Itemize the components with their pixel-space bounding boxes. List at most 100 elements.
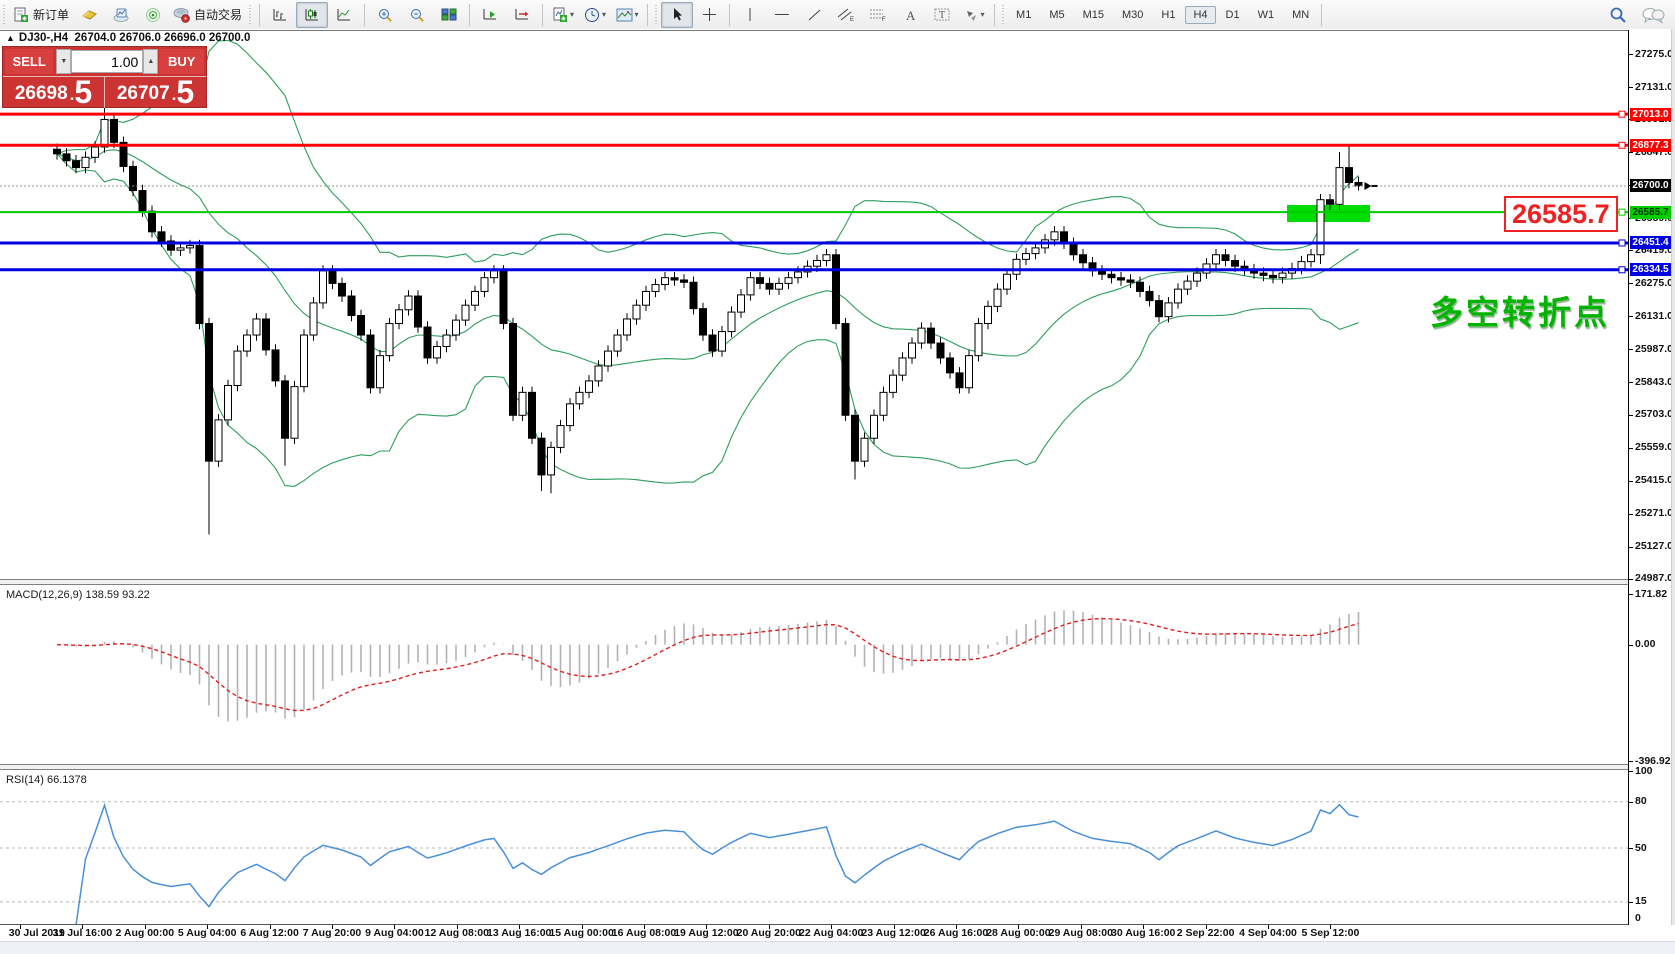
price-axis[interactable]: 27275.027131.026991.026847.026703.026559…: [1628, 30, 1673, 926]
zoom-out-icon: [411, 8, 424, 22]
time-tick-mark: [1268, 925, 1269, 929]
macd-tick-mark: [1629, 594, 1633, 596]
toolbar: 新订单 自动交易 ▾ ▾: [0, 0, 1675, 30]
time-tick-mark: [456, 925, 458, 929]
price-tick-label: 26131.0: [1635, 309, 1673, 322]
tile-windows-icon: [441, 8, 457, 21]
candlestick-chart-button[interactable]: [296, 1, 329, 28]
main-chart-canvas[interactable]: [0, 30, 1628, 585]
chat-icon[interactable]: [1641, 6, 1665, 24]
equidistant-channel-button[interactable]: E: [830, 2, 862, 28]
rsi-indicator-label: RSI(14) 66.1378: [6, 774, 87, 786]
macd-tick-mark: [1629, 761, 1633, 763]
auto-scroll-button[interactable]: [474, 2, 506, 28]
rsi-scale-label: 50: [1635, 841, 1647, 854]
price-tick-mark: [1629, 349, 1633, 351]
timeframe-button-w1[interactable]: W1: [1257, 8, 1275, 21]
zoom-in-icon: [379, 8, 392, 22]
timeframe-button-m5[interactable]: M5: [1049, 8, 1065, 21]
time-tick-label: 13 Aug 16:00: [486, 927, 552, 939]
time-tick-label: 15 Aug 00:00: [549, 927, 614, 939]
horizontal-line-icon: [775, 14, 790, 15]
price-tick-mark: [1629, 218, 1633, 220]
chart-title: ▲ DJ30-,H4 26704.0 26706.0 26696.0 26700.…: [6, 32, 250, 44]
toolbar-grip: [1001, 4, 1007, 25]
new-chart-button[interactable]: [73, 2, 105, 28]
panel-divider[interactable]: [0, 764, 1675, 770]
buy-button[interactable]: BUY: [159, 49, 204, 74]
tile-windows-button[interactable]: [433, 2, 465, 28]
crosshair-button[interactable]: [693, 2, 725, 28]
horizontal-line-button[interactable]: [766, 2, 798, 28]
time-tick-label: 2 Aug 00:00: [115, 927, 175, 939]
price-tick-label: 25559.0: [1635, 441, 1673, 454]
panel-divider[interactable]: [0, 579, 1675, 585]
sell-price[interactable]: 26698. 5: [3, 74, 105, 110]
toolbar-grip: [2, 4, 7, 25]
indicators-button[interactable]: ▾: [547, 2, 579, 28]
buy-price[interactable]: 26707. 5: [105, 76, 206, 108]
macd-tick-mark: [1629, 644, 1633, 646]
search-icon[interactable]: [1609, 6, 1627, 24]
volume-input[interactable]: [71, 50, 144, 73]
templates-button[interactable]: ▾: [611, 2, 643, 28]
text-button[interactable]: A: [894, 2, 926, 28]
volume-increase-button[interactable]: ▲: [143, 49, 159, 74]
macd-scale-label: 0.00: [1635, 638, 1656, 651]
price-level-tag: 26334.5: [1630, 263, 1671, 277]
timeframe-button-m30[interactable]: M30: [1122, 8, 1144, 21]
chart-annotation-text[interactable]: 多空转折点: [1430, 294, 1610, 331]
trendline-button[interactable]: [798, 2, 830, 28]
arrows-icon: [966, 10, 976, 21]
periods-button[interactable]: ▾: [579, 2, 611, 28]
rsi-panel-canvas[interactable]: [0, 771, 1628, 925]
volume-decrease-button[interactable]: ▼: [56, 49, 72, 74]
svg-text:F: F: [882, 17, 886, 22]
timeframe-button-mn[interactable]: MN: [1292, 8, 1310, 21]
zoom-in-button[interactable]: [369, 2, 401, 28]
sell-price-frac: 5: [74, 74, 93, 110]
chart-shift-button[interactable]: [506, 2, 538, 28]
time-tick-label: 22 Aug 04:00: [798, 927, 864, 939]
time-tick-mark: [144, 925, 146, 929]
crosshair-icon: [702, 8, 716, 21]
time-tick-label: 31 Jul 16:00: [52, 927, 113, 939]
fibonacci-button[interactable]: F: [862, 2, 894, 28]
toolbar-separator: [542, 3, 544, 26]
autotrading-label: 自动交易: [194, 8, 243, 22]
time-axis[interactable]: 30 Jul 2019 31 Jul 16:00 2 Aug 00:00 5 Aug …: [0, 925, 1675, 941]
rsi-tick-mark: [1629, 901, 1633, 903]
time-tick-mark: [706, 925, 708, 929]
autotrading-button[interactable]: 自动交易: [169, 2, 246, 28]
timeframe-button-h1[interactable]: H1: [1161, 8, 1176, 21]
timeframe-button-m15[interactable]: M15: [1082, 8, 1104, 21]
auto-scroll-icon: [483, 9, 497, 20]
price-tick-mark: [1629, 447, 1633, 449]
timeframe-button-h4[interactable]: H4: [1185, 5, 1216, 24]
cursor-button[interactable]: [661, 1, 694, 28]
line-chart-button[interactable]: [328, 2, 360, 28]
macd-panel-canvas[interactable]: [0, 586, 1628, 768]
sell-button[interactable]: SELL: [5, 49, 54, 74]
zoom-out-button[interactable]: [401, 2, 433, 28]
price-level-tag: 26877.3: [1630, 138, 1671, 152]
trade-panel-toggle-icon[interactable]: ▲: [6, 33, 15, 43]
autotrading-icon: [173, 7, 190, 23]
price-callout-label[interactable]: 26585.7: [1504, 196, 1618, 232]
time-tick-label: 23 Aug 12:00: [861, 927, 926, 939]
timeframe-button-m1[interactable]: M1: [1016, 8, 1032, 21]
profiles-button[interactable]: [105, 2, 137, 28]
price-tick-mark: [1629, 152, 1633, 154]
vertical-line-button[interactable]: [734, 2, 766, 28]
price-tick-label: 24987.0: [1635, 572, 1673, 585]
bar-chart-button[interactable]: [264, 2, 296, 28]
timeframe-button-d1[interactable]: D1: [1225, 8, 1240, 21]
one-click-trade-panel: SELL ▼ ▲ BUY 26698.5 26707.5: [2, 46, 207, 108]
price-tick-label: 27131.0: [1635, 80, 1673, 93]
price-tick-mark: [1629, 414, 1633, 416]
signals-button[interactable]: [137, 2, 169, 28]
new-order-button[interactable]: 新订单: [9, 2, 73, 28]
text-label-button[interactable]: T: [926, 2, 958, 28]
arrows-button[interactable]: ▾: [958, 2, 990, 28]
